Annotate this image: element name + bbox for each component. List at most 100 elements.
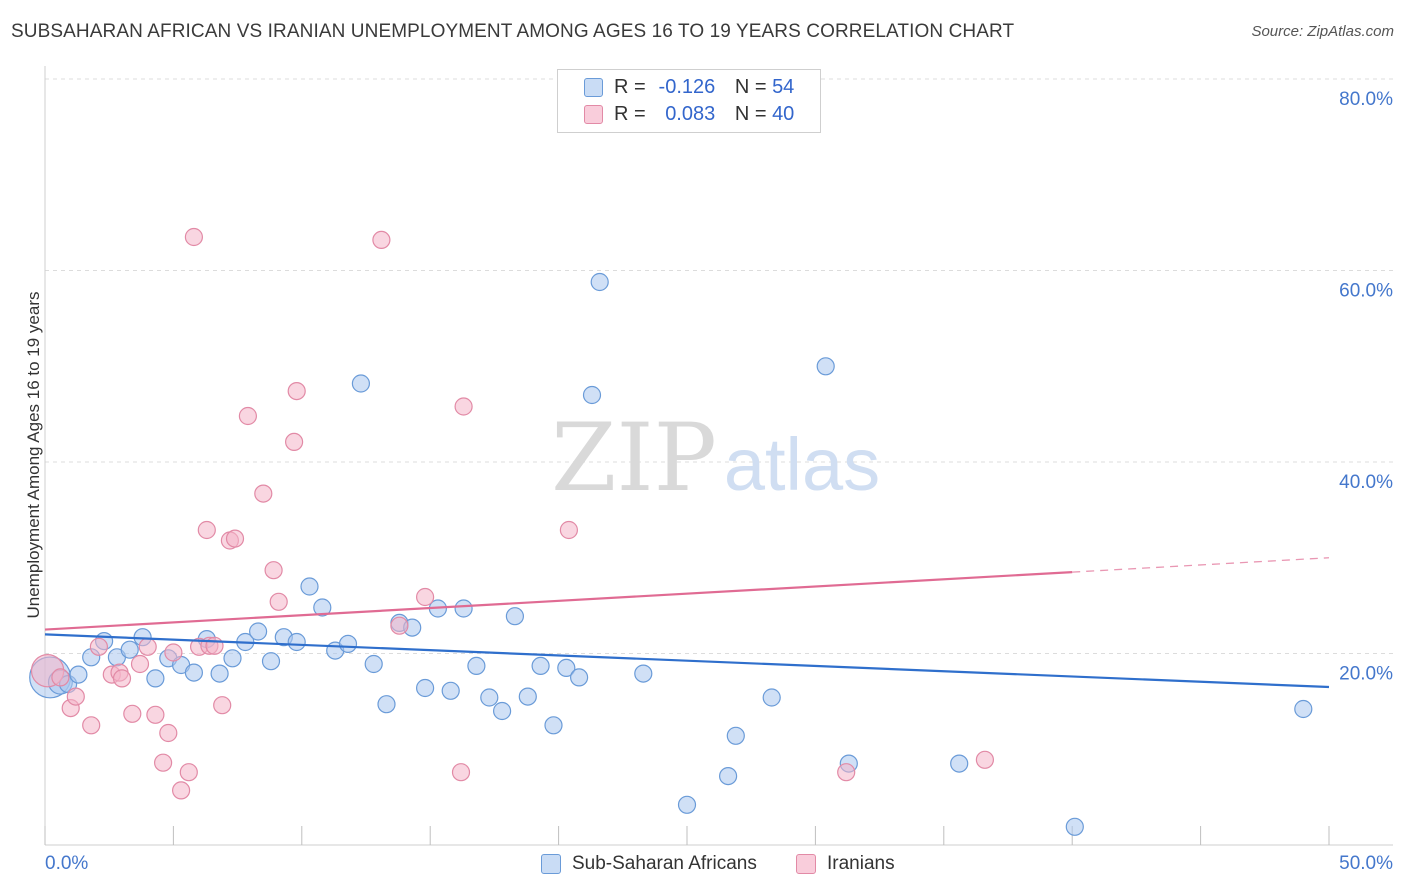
- point-subsaharan: [762, 688, 781, 707]
- point-subsaharan: [557, 658, 576, 678]
- trend-lines: [44, 557, 1330, 689]
- stats-r-label: R =: [614, 103, 646, 125]
- point-subsaharan: [467, 656, 486, 676]
- point-subsaharan: [582, 385, 602, 405]
- point-subsaharan: [480, 688, 499, 707]
- point-subsaharan: [338, 634, 358, 654]
- stats-n-label: N =: [734, 76, 767, 98]
- point-subsaharan: [313, 598, 332, 617]
- chart-title: SUBSAHARAN AFRICAN VS IRANIAN UNEMPLOYME…: [11, 21, 1015, 42]
- point-subsaharan: [531, 656, 550, 676]
- point-iranian: [179, 763, 198, 782]
- chart-source: Source: ZipAtlas.com: [1251, 23, 1394, 40]
- point-iranian: [264, 561, 283, 580]
- point-iranian: [197, 520, 216, 540]
- point-subsaharan: [518, 687, 537, 706]
- point-iranian: [390, 616, 409, 635]
- point-iranian: [146, 705, 165, 724]
- point-iranian: [269, 592, 288, 611]
- point-iranian: [287, 382, 306, 401]
- y-tick-label: 80.0%: [1339, 89, 1393, 110]
- point-iranian: [82, 716, 101, 735]
- trend-line-iranian-extension: [1072, 557, 1330, 573]
- stats-swatch-subsaharan: [584, 78, 603, 97]
- point-iranian: [559, 520, 579, 540]
- y-tick-label: 20.0%: [1339, 664, 1393, 685]
- point-subsaharan: [416, 678, 435, 698]
- point-subsaharan: [300, 577, 319, 596]
- stats-r-value: 0.083: [665, 103, 716, 125]
- point-subsaharan: [364, 654, 383, 674]
- tick-labels: 20.0% 40.0% 60.0% 80.0% 0.0% 50.0%: [45, 89, 1393, 874]
- point-subsaharan: [677, 795, 697, 814]
- trend-line-iranian: [44, 571, 1073, 631]
- point-subsaharan: [590, 272, 609, 292]
- point-iranian: [89, 637, 109, 656]
- grid-lines: [45, 78, 1393, 654]
- point-subsaharan: [261, 652, 281, 671]
- point-iranian: [159, 723, 178, 743]
- point-iranian: [975, 750, 995, 769]
- point-subsaharan: [493, 701, 512, 721]
- legend-swatch-subsaharan: [541, 854, 561, 874]
- legend-label-subsaharan: Sub-Saharan Africans: [572, 853, 757, 874]
- point-iranian: [837, 763, 856, 782]
- point-iranian: [184, 227, 203, 247]
- point-iranian: [205, 636, 224, 655]
- point-subsaharan: [634, 664, 653, 683]
- point-iranian: [416, 587, 435, 607]
- point-iranian: [213, 696, 232, 715]
- point-subsaharan: [69, 665, 88, 684]
- point-iranian: [66, 687, 85, 706]
- point-iranian: [154, 753, 173, 772]
- point-subsaharan: [1065, 817, 1084, 836]
- stats-box: R = -0.126 N = 54 R = 0.083 N = 40: [557, 69, 821, 133]
- point-iranian: [123, 704, 142, 723]
- point-subsaharan: [718, 766, 738, 786]
- y-tick-label: 60.0%: [1339, 281, 1393, 302]
- point-iranian: [172, 781, 191, 800]
- point-iranian: [51, 668, 70, 687]
- x-tick-label: 0.0%: [45, 853, 88, 874]
- data-points: [29, 227, 1313, 836]
- y-tick-label: 40.0%: [1339, 472, 1393, 493]
- point-subsaharan: [120, 640, 139, 659]
- point-iranian: [238, 406, 257, 426]
- point-iranian: [130, 654, 150, 674]
- stats-n-value: 54: [772, 76, 795, 98]
- point-subsaharan: [377, 695, 396, 714]
- point-subsaharan: [569, 668, 589, 687]
- axes: [44, 66, 1393, 846]
- point-iranian: [164, 643, 183, 662]
- watermark-zip: ZIP: [551, 404, 717, 513]
- point-subsaharan: [950, 754, 969, 773]
- watermark-atlas: atlas: [724, 423, 880, 506]
- point-iranian: [138, 637, 157, 656]
- stats-n-value: 40: [772, 103, 795, 125]
- point-subsaharan: [223, 649, 242, 668]
- point-iranian: [451, 763, 471, 782]
- legend-label-iranians: Iranians: [827, 853, 895, 874]
- stats-swatch-iranian: [584, 105, 603, 124]
- stats-r-value: -0.126: [658, 76, 716, 98]
- point-iranian: [225, 529, 245, 548]
- point-iranian: [112, 669, 132, 688]
- point-subsaharan: [544, 716, 563, 735]
- point-iranian: [254, 484, 273, 503]
- point-subsaharan: [351, 374, 370, 393]
- point-subsaharan: [726, 726, 745, 745]
- point-subsaharan: [287, 632, 306, 652]
- stats-r-label: R =: [614, 76, 646, 98]
- point-subsaharan: [184, 663, 203, 682]
- point-subsaharan: [454, 599, 473, 618]
- point-iranian: [285, 432, 304, 451]
- legend: Sub-Saharan Africans Iranians: [0, 850, 1406, 878]
- point-subsaharan: [1294, 699, 1313, 719]
- trend-line-subsaharan: [44, 633, 1330, 689]
- point-subsaharan: [249, 622, 268, 641]
- point-subsaharan: [441, 681, 460, 700]
- point-subsaharan: [146, 669, 165, 688]
- point-iranian: [372, 230, 391, 249]
- point-subsaharan: [505, 607, 525, 626]
